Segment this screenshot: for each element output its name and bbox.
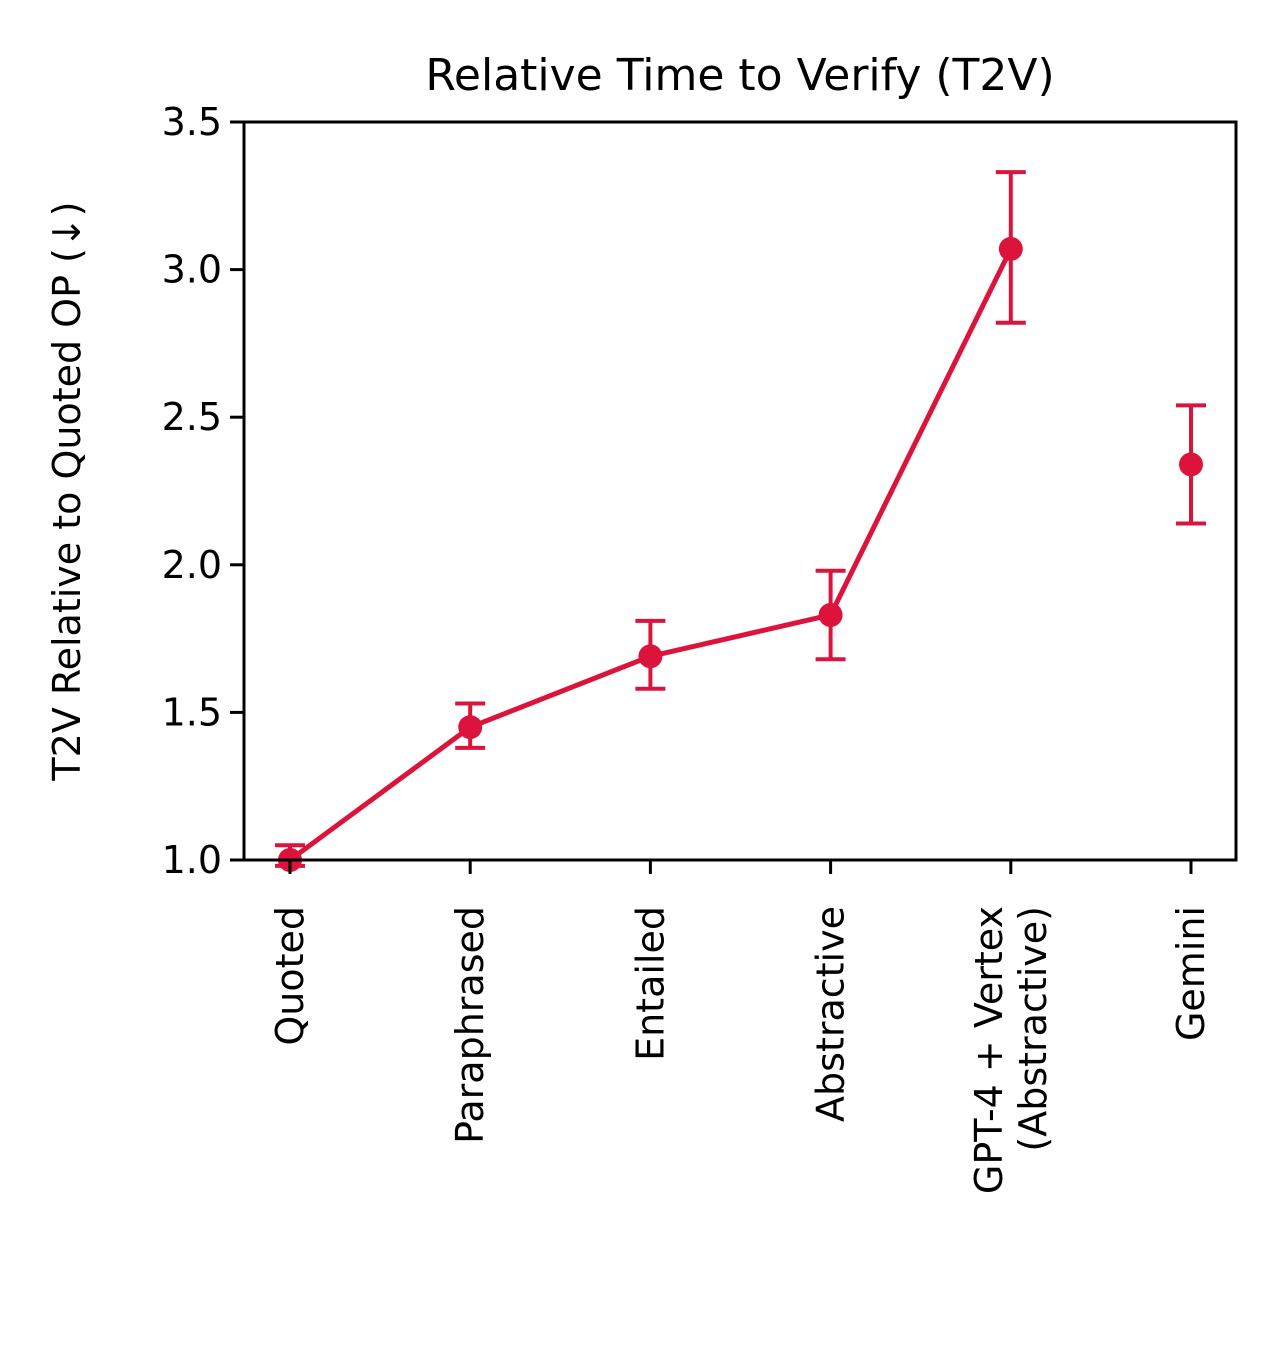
y-tick-label: 2.5 <box>162 395 222 439</box>
x-tick-label-line: Abstractive <box>809 906 853 1122</box>
y-tick-label: 1.5 <box>162 690 222 734</box>
y-tick-label: 3.0 <box>162 248 222 292</box>
x-tick-label-line: GPT-4 + Vertex <box>967 906 1011 1194</box>
y-tick-label: 3.5 <box>162 100 222 144</box>
x-tick-label-line: Gemini <box>1169 906 1213 1041</box>
data-point <box>998 236 1023 261</box>
y-tick-label: 1.0 <box>162 838 222 882</box>
x-tick-label: Abstractive <box>809 906 853 1122</box>
series-line <box>288 247 1014 863</box>
x-tick-label-line: Entailed <box>628 906 672 1061</box>
data-point <box>818 602 843 627</box>
x-tick-label-line: Quoted <box>268 906 312 1046</box>
data-point <box>458 715 483 740</box>
x-tick-label-line: Paraphrased <box>448 906 492 1144</box>
data-point <box>638 644 663 669</box>
x-tick-label: Paraphrased <box>448 906 492 1144</box>
y-tick-label: 2.0 <box>162 543 222 587</box>
plot-frame <box>242 120 1238 862</box>
x-tick-label: Gemini <box>1169 906 1213 1041</box>
chart-title: Relative Time to Verify (T2V) <box>425 50 1054 101</box>
x-tick-label: Quoted <box>268 906 312 1046</box>
x-tick-label-line: (Abstractive) <box>1011 906 1055 1152</box>
data-point <box>1179 452 1203 477</box>
y-axis-title: T2V Relative to Quoted OP (↓) <box>45 201 89 781</box>
x-tick-label: Entailed <box>628 906 672 1061</box>
plot-area <box>275 170 1206 872</box>
x-tick-label: GPT-4 + Vertex(Abstractive) <box>967 906 1055 1194</box>
axes: 1.0 1.5 2.0 2.5 3.0 3.5 Quoted Paraphrased Entai… <box>162 100 1213 1194</box>
